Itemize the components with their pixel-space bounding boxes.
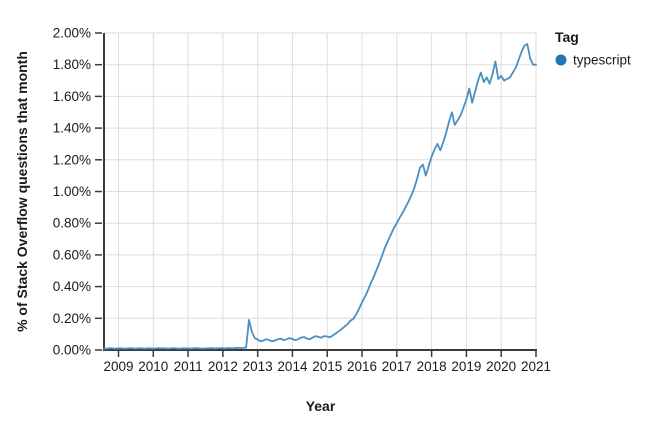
x-tick-label: 2018 bbox=[417, 359, 447, 374]
x-tick-label: 2015 bbox=[312, 359, 342, 374]
y-tick-label: 2.00% bbox=[53, 26, 91, 41]
x-axis-title: Year bbox=[306, 398, 336, 414]
x-tick-label: 2009 bbox=[103, 359, 133, 374]
y-tick-label: 1.20% bbox=[53, 152, 91, 167]
x-tick-label: 2013 bbox=[243, 359, 273, 374]
x-tick-label: 2012 bbox=[208, 359, 238, 374]
x-tick-label: 2019 bbox=[451, 359, 481, 374]
legend-item-typescript[interactable]: typescript bbox=[555, 53, 632, 68]
tick-label-layer: 0.00% 0.20% 0.40% 0.60% 0.80% 1.00% 1.20% 1.40%… bbox=[53, 26, 551, 375]
legend: Tag typescript bbox=[555, 29, 631, 68]
x-tick-label: 2021 bbox=[521, 359, 551, 374]
grid-layer bbox=[104, 32, 537, 350]
y-tick-label: 1.60% bbox=[53, 89, 91, 104]
y-tick-label: 0.60% bbox=[53, 247, 91, 262]
series-line-typescript bbox=[103, 43, 537, 350]
x-tick-label: 2011 bbox=[174, 359, 203, 374]
y-tick-label: 0.20% bbox=[53, 311, 91, 326]
y-tick-label: 1.00% bbox=[53, 184, 91, 199]
series-layer bbox=[103, 43, 537, 350]
x-tick-label: 2017 bbox=[382, 359, 412, 374]
legend-title: Tag bbox=[555, 29, 579, 45]
x-tick-label: 2016 bbox=[347, 359, 377, 374]
y-tick-label: 0.80% bbox=[53, 216, 91, 231]
y-axis-title: % of Stack Overflow questions that month bbox=[14, 51, 30, 332]
legend-item-label: typescript bbox=[573, 53, 631, 68]
x-tick-label: 2014 bbox=[277, 359, 308, 374]
x-tick-label: 2010 bbox=[138, 359, 168, 374]
y-tick-label: 1.40% bbox=[53, 121, 91, 136]
x-tick-label: 2020 bbox=[486, 359, 516, 374]
y-tick-label: 0.00% bbox=[53, 343, 91, 358]
y-tick-label: 0.40% bbox=[53, 279, 91, 294]
y-tick-label: 1.80% bbox=[53, 57, 91, 72]
series-marker-icon bbox=[555, 54, 567, 66]
axis-layer bbox=[95, 32, 537, 357]
